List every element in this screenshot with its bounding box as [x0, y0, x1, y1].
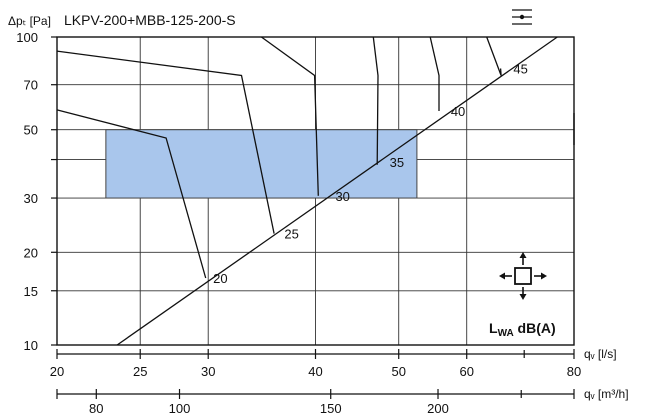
x2-tick-label: 80 — [89, 401, 103, 415]
sound-curves — [56, 36, 502, 279]
y-tick-label: 15 — [24, 284, 38, 299]
curve-labels: 20 25 30 35 40 45 — [213, 62, 528, 286]
x-tick-label: 25 — [133, 364, 147, 379]
x2-axis: 80 100 150 200 — [56, 389, 575, 415]
curve-label-20: 20 — [213, 271, 227, 286]
airflow-icon — [499, 252, 547, 300]
curve-label-25: 25 — [284, 227, 298, 242]
y-tick-label: 30 — [24, 191, 38, 206]
y-tick-label: 50 — [24, 123, 38, 138]
y-tick-label: 70 — [24, 78, 38, 93]
curve-label-30: 30 — [335, 189, 349, 204]
x-axis-label: qᵥ [l/s] — [584, 347, 617, 361]
x2-axis-label: qᵥ [m³/h] — [584, 387, 629, 401]
x-tick-label: 20 — [50, 364, 64, 379]
curve-label-45: 45 — [513, 62, 527, 77]
curve-label-40: 40 — [451, 104, 465, 119]
working-range — [105, 129, 418, 199]
x2-tick-label: 200 — [427, 401, 449, 415]
menu-icon[interactable] — [505, 6, 539, 28]
curve-20 — [56, 109, 207, 279]
curve-45 — [486, 36, 502, 76]
curve-40 — [429, 36, 440, 111]
x2-tick-label: 100 — [169, 401, 191, 415]
x2-tick-label: 150 — [320, 401, 342, 415]
x-tick-label: 80 — [567, 364, 581, 379]
lwa-annotation: LWA dB(A) — [489, 320, 556, 339]
y-tick-label: 100 — [16, 30, 38, 45]
x-axis: 20 25 30 40 50 60 80 — [50, 349, 581, 379]
curve-25 — [56, 50, 275, 234]
x-tick-label: 40 — [308, 364, 322, 379]
x-tick-label: 30 — [201, 364, 215, 379]
curve-label-35: 35 — [390, 155, 404, 170]
y-tick-label: 10 — [24, 338, 38, 353]
x-tick-label: 60 — [459, 364, 473, 379]
curve-30 — [261, 36, 319, 196]
chart-title: LKPV-200+MBB-125-200-S — [64, 12, 236, 28]
y-tick-label: 20 — [24, 245, 38, 260]
plot-frame — [56, 36, 575, 346]
system-curve — [116, 36, 558, 346]
y-axis-ticks: 10 15 20 30 50 70 100 — [16, 30, 57, 353]
y-axis-label: Δpₜ [Pa] — [8, 14, 51, 28]
x-tick-label: 50 — [391, 364, 405, 379]
curve-35 — [372, 36, 379, 165]
